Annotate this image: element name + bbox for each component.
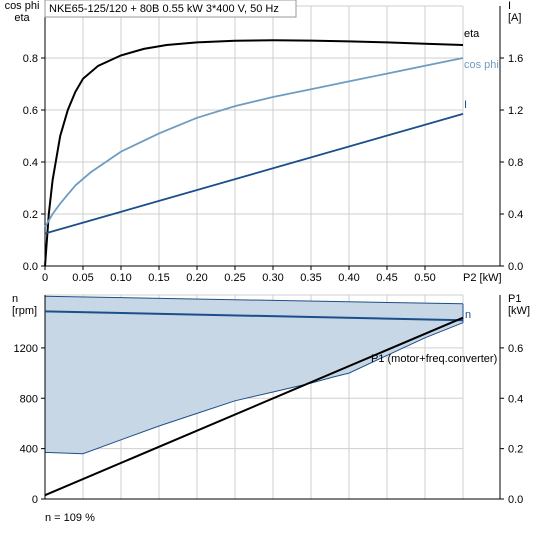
chart-bottom: 0 400 800 1200 0.0 0.2 0.4 0.6 n [rpm] P1 [kW] n P1 (…	[12, 293, 530, 506]
y-tick-label-left: 0.2	[23, 209, 38, 221]
y-tick-label-left: 0.4	[23, 157, 38, 169]
y-tick-label-left: 0.0	[23, 261, 38, 273]
y-tick-label-right: 0.0	[508, 261, 523, 273]
y-axis-label-right: P1 [kW]	[508, 293, 530, 317]
series-line-P1-motor-freq-converter-	[44, 316, 464, 497]
x-tick-label: 0.20	[186, 272, 207, 284]
y-tick-label-right: 0.4	[508, 209, 523, 221]
series-line-I	[44, 113, 464, 235]
series-label-n: n	[465, 309, 471, 321]
x-tick-label: 0.15	[148, 272, 169, 284]
x-tick-label: 0.35	[300, 272, 321, 284]
series-label-cos-phi: cos phi	[464, 59, 499, 71]
footer-note: n = 109 %	[45, 512, 95, 524]
x-axis-label: P2 [kW]	[463, 272, 502, 284]
x-tick-label: 0.40	[338, 272, 359, 284]
area-upper-edge	[44, 295, 464, 305]
operating-area	[45, 296, 463, 454]
chart-title: NKE65-125/120 + 80B 0.55 kW 3*400 V, 50 …	[49, 3, 279, 15]
title-box	[44, 0, 297, 18]
x-tick-label: 0.45	[376, 272, 397, 284]
area-lower-edge	[44, 322, 464, 455]
y-tick-label-right: 0.2	[508, 444, 523, 456]
y-tick-label-right: 0.6	[508, 343, 523, 355]
x-tick-label: 0.10	[110, 272, 131, 284]
series-line-cos-phi	[44, 57, 464, 228]
x-tick-label: 0.30	[262, 272, 283, 284]
series-label-I: I	[464, 99, 467, 111]
y-tick-label-left: 0	[32, 494, 38, 506]
series-label-eta: eta	[464, 28, 480, 40]
x-tick-label: 0	[42, 272, 48, 284]
y-axis-label-left: n [rpm]	[12, 293, 37, 317]
series-line-eta	[44, 39, 464, 267]
y-tick-label-left: 0.8	[23, 53, 38, 65]
chart-top: 0 0.05 0.10 0.15 0.20 0.25 0.30 0.35 0.40 0.45 0.5…	[5, 0, 523, 284]
y-tick-label-right: 0.0	[508, 494, 523, 506]
series-label-P1: P1 (motor+freq.converter)	[371, 353, 497, 365]
y-tick-label-left: 1200	[14, 343, 38, 355]
y-tick-label-right: 0.8	[508, 157, 523, 169]
y-axis-label-right: I [A]	[508, 0, 521, 24]
y-axis-label-left: cos phi eta	[5, 0, 40, 24]
x-tick-label: 0.05	[72, 272, 93, 284]
y-tick-label-right: 1.6	[508, 53, 523, 65]
series-line-n	[44, 310, 464, 322]
y-tick-label-right: 1.2	[508, 105, 523, 117]
y-tick-label-left: 0.6	[23, 105, 38, 117]
x-tick-label: 0.50	[414, 272, 435, 284]
y-tick-label-right: 0.4	[508, 393, 523, 405]
x-tick-label: 0.25	[224, 272, 245, 284]
y-tick-label-left: 800	[20, 393, 38, 405]
y-tick-label-left: 400	[20, 444, 38, 456]
